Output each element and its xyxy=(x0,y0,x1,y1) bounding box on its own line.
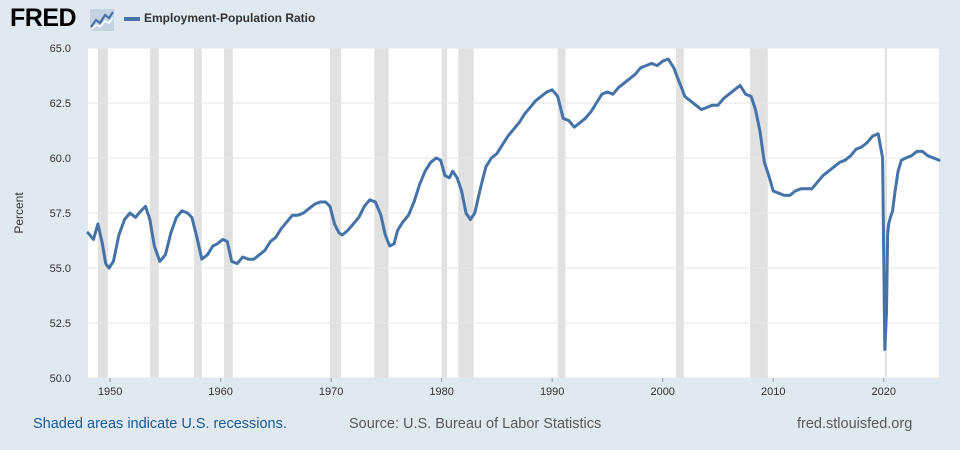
x-tick-label: 2020 xyxy=(871,386,895,398)
y-tick-label: 55.0 xyxy=(50,263,71,275)
series-line-employment-population-ratio xyxy=(86,57,941,351)
chart-header: FRED Employment-Population Ratio xyxy=(0,0,960,40)
fred-logo[interactable]: FRED xyxy=(10,4,77,32)
x-tick-label: 2010 xyxy=(761,386,785,398)
y-tick-label: 60.0 xyxy=(50,153,71,165)
legend-label[interactable]: Employment-Population Ratio xyxy=(144,11,316,25)
series-lines xyxy=(86,57,941,351)
y-axis-ticks: 50.0 52.5 55.0 57.5 60.0 62.5 65.0 xyxy=(50,43,71,385)
x-axis-ticks: 1950 1960 1970 1980 1990 2000 2010 2020 xyxy=(98,378,896,398)
fred-chart-logo-icon xyxy=(90,9,114,31)
y-tick-label: 57.5 xyxy=(50,208,71,220)
x-tick-label: 1960 xyxy=(208,386,232,398)
source-note: Source: U.S. Bureau of Labor Statistics xyxy=(349,416,602,432)
legend-swatch xyxy=(124,17,140,21)
y-tick-label: 65.0 xyxy=(50,43,71,55)
x-tick-label: 1950 xyxy=(98,386,122,398)
x-tick-label: 1990 xyxy=(540,386,564,398)
y-tick-label: 62.5 xyxy=(50,98,71,110)
y-tick-label: 50.0 xyxy=(50,373,71,385)
y-axis-title: Percent xyxy=(12,192,26,234)
x-tick-label: 2000 xyxy=(650,386,674,398)
recessions-note[interactable]: Shaded areas indicate U.S. recessions. xyxy=(33,416,287,432)
x-tick-label: 1980 xyxy=(429,386,453,398)
y-tick-label: 52.5 xyxy=(50,318,71,330)
x-tick-label: 1970 xyxy=(319,386,343,398)
gridlines xyxy=(88,47,939,379)
chart-footer: Shaded areas indicate U.S. recessions. S… xyxy=(0,412,960,440)
line-chart: 50.0 52.5 55.0 57.5 60.0 62.5 65.0 1950 1960 197… xyxy=(12,43,941,398)
site-url[interactable]: fred.stlouisfed.org xyxy=(797,416,913,432)
